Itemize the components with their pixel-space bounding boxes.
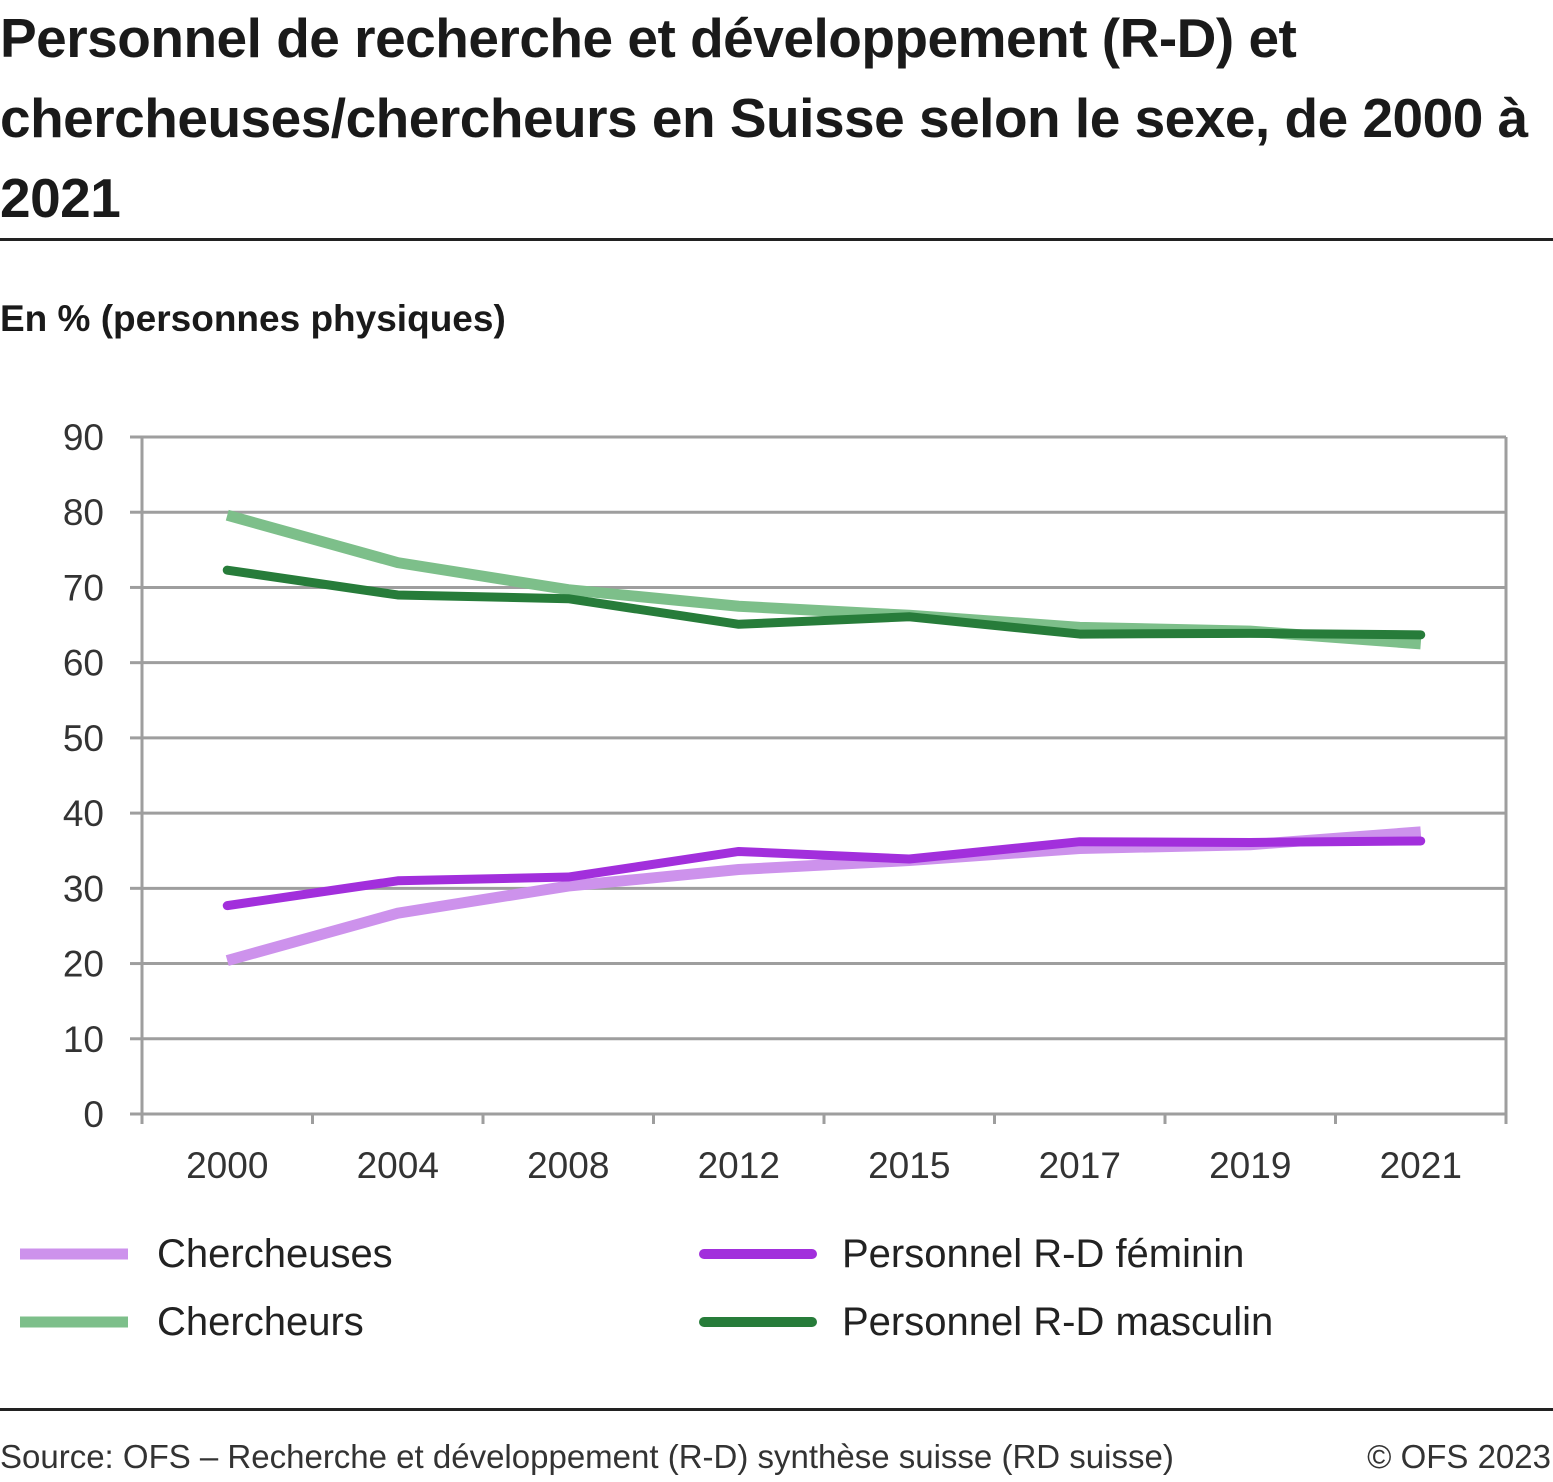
footer-divider xyxy=(0,1408,1553,1411)
series-line-personnel-r-d-f-minin xyxy=(222,836,1426,911)
y-tick-label: 60 xyxy=(63,643,104,684)
chart-subtitle: En % (personnes physiques) xyxy=(0,298,506,339)
y-tick-label: 40 xyxy=(63,793,104,834)
y-tick-label: 90 xyxy=(63,417,104,458)
x-tick-label: 2021 xyxy=(1380,1145,1462,1186)
x-tick-label: 2008 xyxy=(527,1145,609,1186)
legend-label-personnel-masculin: Personnel R-D masculin xyxy=(842,1300,1274,1344)
y-tick-label: 80 xyxy=(63,492,104,533)
x-tick-label: 2017 xyxy=(1039,1145,1121,1186)
y-tick-label: 50 xyxy=(63,718,104,759)
legend-label-chercheuses: Chercheuses xyxy=(157,1232,393,1276)
x-tick-label: 2019 xyxy=(1209,1145,1291,1186)
y-tick-label: 20 xyxy=(63,944,104,985)
legend-label-personnel-feminin: Personnel R-D féminin xyxy=(842,1232,1245,1276)
y-tick-label: 10 xyxy=(63,1019,104,1060)
series-line-personnel-r-d-masculin xyxy=(222,565,1426,640)
chart-title: Personnel de recherche et développement … xyxy=(0,7,1528,229)
legend-label-chercheurs: Chercheurs xyxy=(157,1300,364,1344)
y-tick-label: 30 xyxy=(63,868,104,909)
x-tick-label: 2000 xyxy=(186,1145,268,1186)
copyright: © OFS 2023 xyxy=(1367,1438,1551,1475)
y-tick-label: 70 xyxy=(63,567,104,608)
x-tick-label: 2012 xyxy=(698,1145,780,1186)
x-tick-label: 2015 xyxy=(868,1145,950,1186)
y-tick-label: 0 xyxy=(83,1094,104,1135)
x-tick-label: 2004 xyxy=(357,1145,439,1186)
title-divider xyxy=(0,238,1553,241)
source-note: Source: OFS – Recherche et développement… xyxy=(0,1438,1174,1475)
